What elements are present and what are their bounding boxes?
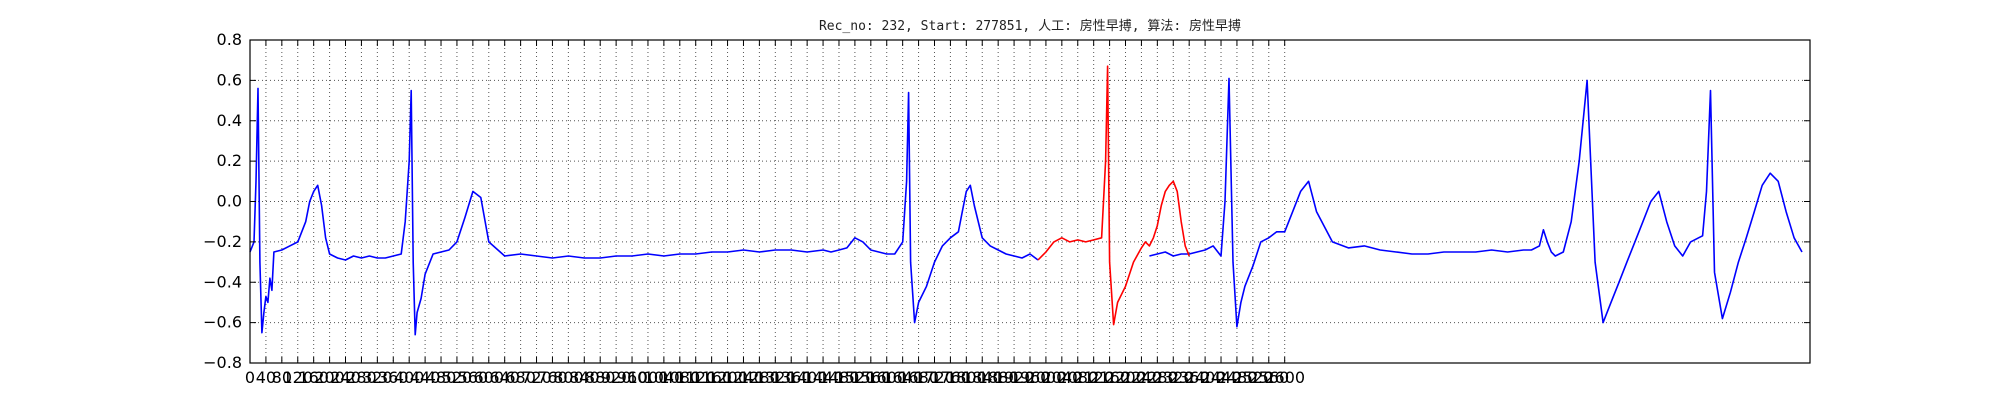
x-tick-label: 800 bbox=[553, 368, 584, 387]
x-tick-label: 1600 bbox=[866, 368, 907, 387]
x-tick-label: 2320 bbox=[1153, 368, 1194, 387]
x-tick-label: 1440 bbox=[803, 368, 844, 387]
x-tick-label: 1840 bbox=[962, 368, 1003, 387]
chart-title: Rec_no: 232, Start: 277851, 人工: 房性早搏, 算法… bbox=[819, 18, 1241, 34]
x-tick-label: 0 bbox=[245, 368, 255, 387]
y-tick-label: 0.0 bbox=[217, 192, 242, 211]
y-tick-label: 0.2 bbox=[217, 151, 242, 170]
x-tick-label: 2360 bbox=[1169, 368, 1210, 387]
x-tick-label: 960 bbox=[617, 368, 648, 387]
x-tick-label: 1200 bbox=[707, 368, 748, 387]
x-tick-label: 1240 bbox=[723, 368, 764, 387]
y-tick-label: 0.6 bbox=[217, 70, 242, 89]
x-tick-label: 1480 bbox=[819, 368, 860, 387]
x-tick-label: 480 bbox=[426, 368, 457, 387]
x-tick-label: 1800 bbox=[946, 368, 987, 387]
y-tick-label: −0.2 bbox=[203, 232, 242, 251]
y-axis-ticks: −0.8 −0.6 −0.4 −0.2 0.0 0.2 0.4 0.6 0.8 bbox=[203, 30, 1810, 372]
x-tick-label: 2160 bbox=[1089, 368, 1130, 387]
x-tick-label: 1680 bbox=[898, 368, 939, 387]
x-tick-label: 1520 bbox=[835, 368, 876, 387]
x-tick-label: 2200 bbox=[1105, 368, 1146, 387]
x-tick-label: 1760 bbox=[930, 368, 971, 387]
y-tick-label: 0.8 bbox=[217, 30, 242, 49]
y-tick-label: −0.6 bbox=[203, 313, 242, 332]
x-tick-label: 840 bbox=[569, 368, 600, 387]
x-tick-label: 240 bbox=[330, 368, 361, 387]
x-tick-label: 1720 bbox=[914, 368, 955, 387]
x-tick-label: 2560 bbox=[1248, 368, 1289, 387]
x-tick-label: 1640 bbox=[882, 368, 923, 387]
grid-lines bbox=[249, 39, 1810, 364]
x-tick-label: 2000 bbox=[1026, 368, 1067, 387]
x-tick-label: 640 bbox=[489, 368, 520, 387]
x-tick-label: 400 bbox=[394, 368, 425, 387]
x-tick-label: 2440 bbox=[1201, 368, 1242, 387]
x-tick-label: 1280 bbox=[739, 368, 780, 387]
x-tick-label: 200 bbox=[314, 368, 345, 387]
x-tick-label: 1560 bbox=[850, 368, 891, 387]
x-tick-label: 2120 bbox=[1073, 368, 1114, 387]
x-tick-label: 600 bbox=[474, 368, 505, 387]
x-tick-label: 760 bbox=[537, 368, 568, 387]
x-tick-label: 2520 bbox=[1232, 368, 1273, 387]
x-tick-label: 1960 bbox=[1010, 368, 1051, 387]
x-tick-label: 40 bbox=[256, 368, 276, 387]
x-tick-label: 2240 bbox=[1121, 368, 1162, 387]
ecg-series-line bbox=[1037, 65, 1190, 326]
x-axis-ticks: 0 408012016020024028032036040044048052056… bbox=[245, 40, 1305, 387]
x-tick-label: 680 bbox=[505, 368, 536, 387]
x-tick-label: 1160 bbox=[691, 368, 732, 387]
x-tick-label: 80 bbox=[272, 368, 292, 387]
x-tick-label: 360 bbox=[378, 368, 409, 387]
x-tick-label: 2480 bbox=[1217, 368, 1258, 387]
x-tick-label: 720 bbox=[521, 368, 552, 387]
x-tick-label: 1320 bbox=[755, 368, 796, 387]
x-tick-label: 920 bbox=[601, 368, 632, 387]
x-tick-label: 280 bbox=[346, 368, 377, 387]
x-tick-label: 1040 bbox=[644, 368, 685, 387]
x-tick-label: 560 bbox=[458, 368, 489, 387]
y-tick-label: −0.8 bbox=[203, 353, 242, 372]
x-tick-label: 160 bbox=[298, 368, 329, 387]
x-tick-label: 1880 bbox=[978, 368, 1019, 387]
x-tick-label: 2280 bbox=[1137, 368, 1178, 387]
x-tick-label: 1080 bbox=[659, 368, 700, 387]
ecg-series-line bbox=[1149, 77, 1803, 328]
x-tick-label: 2600 bbox=[1264, 368, 1305, 387]
x-tick-label: 1000 bbox=[628, 368, 669, 387]
x-tick-label: 120 bbox=[282, 368, 313, 387]
ecg-series-line bbox=[249, 87, 1039, 336]
x-tick-label: 880 bbox=[585, 368, 616, 387]
x-tick-label: 520 bbox=[442, 368, 473, 387]
x-tick-label: 2040 bbox=[1041, 368, 1082, 387]
x-tick-label: 1400 bbox=[787, 368, 828, 387]
x-tick-label: 1120 bbox=[675, 368, 716, 387]
y-tick-label: −0.4 bbox=[203, 272, 242, 291]
y-tick-label: 0.4 bbox=[217, 111, 242, 130]
x-tick-label: 2400 bbox=[1185, 368, 1226, 387]
x-tick-label: 1920 bbox=[994, 368, 1035, 387]
x-tick-label: 1360 bbox=[771, 368, 812, 387]
x-tick-label: 2080 bbox=[1057, 368, 1098, 387]
ecg-traces bbox=[249, 65, 1803, 336]
x-tick-label: 320 bbox=[362, 368, 393, 387]
x-tick-label: 440 bbox=[410, 368, 441, 387]
